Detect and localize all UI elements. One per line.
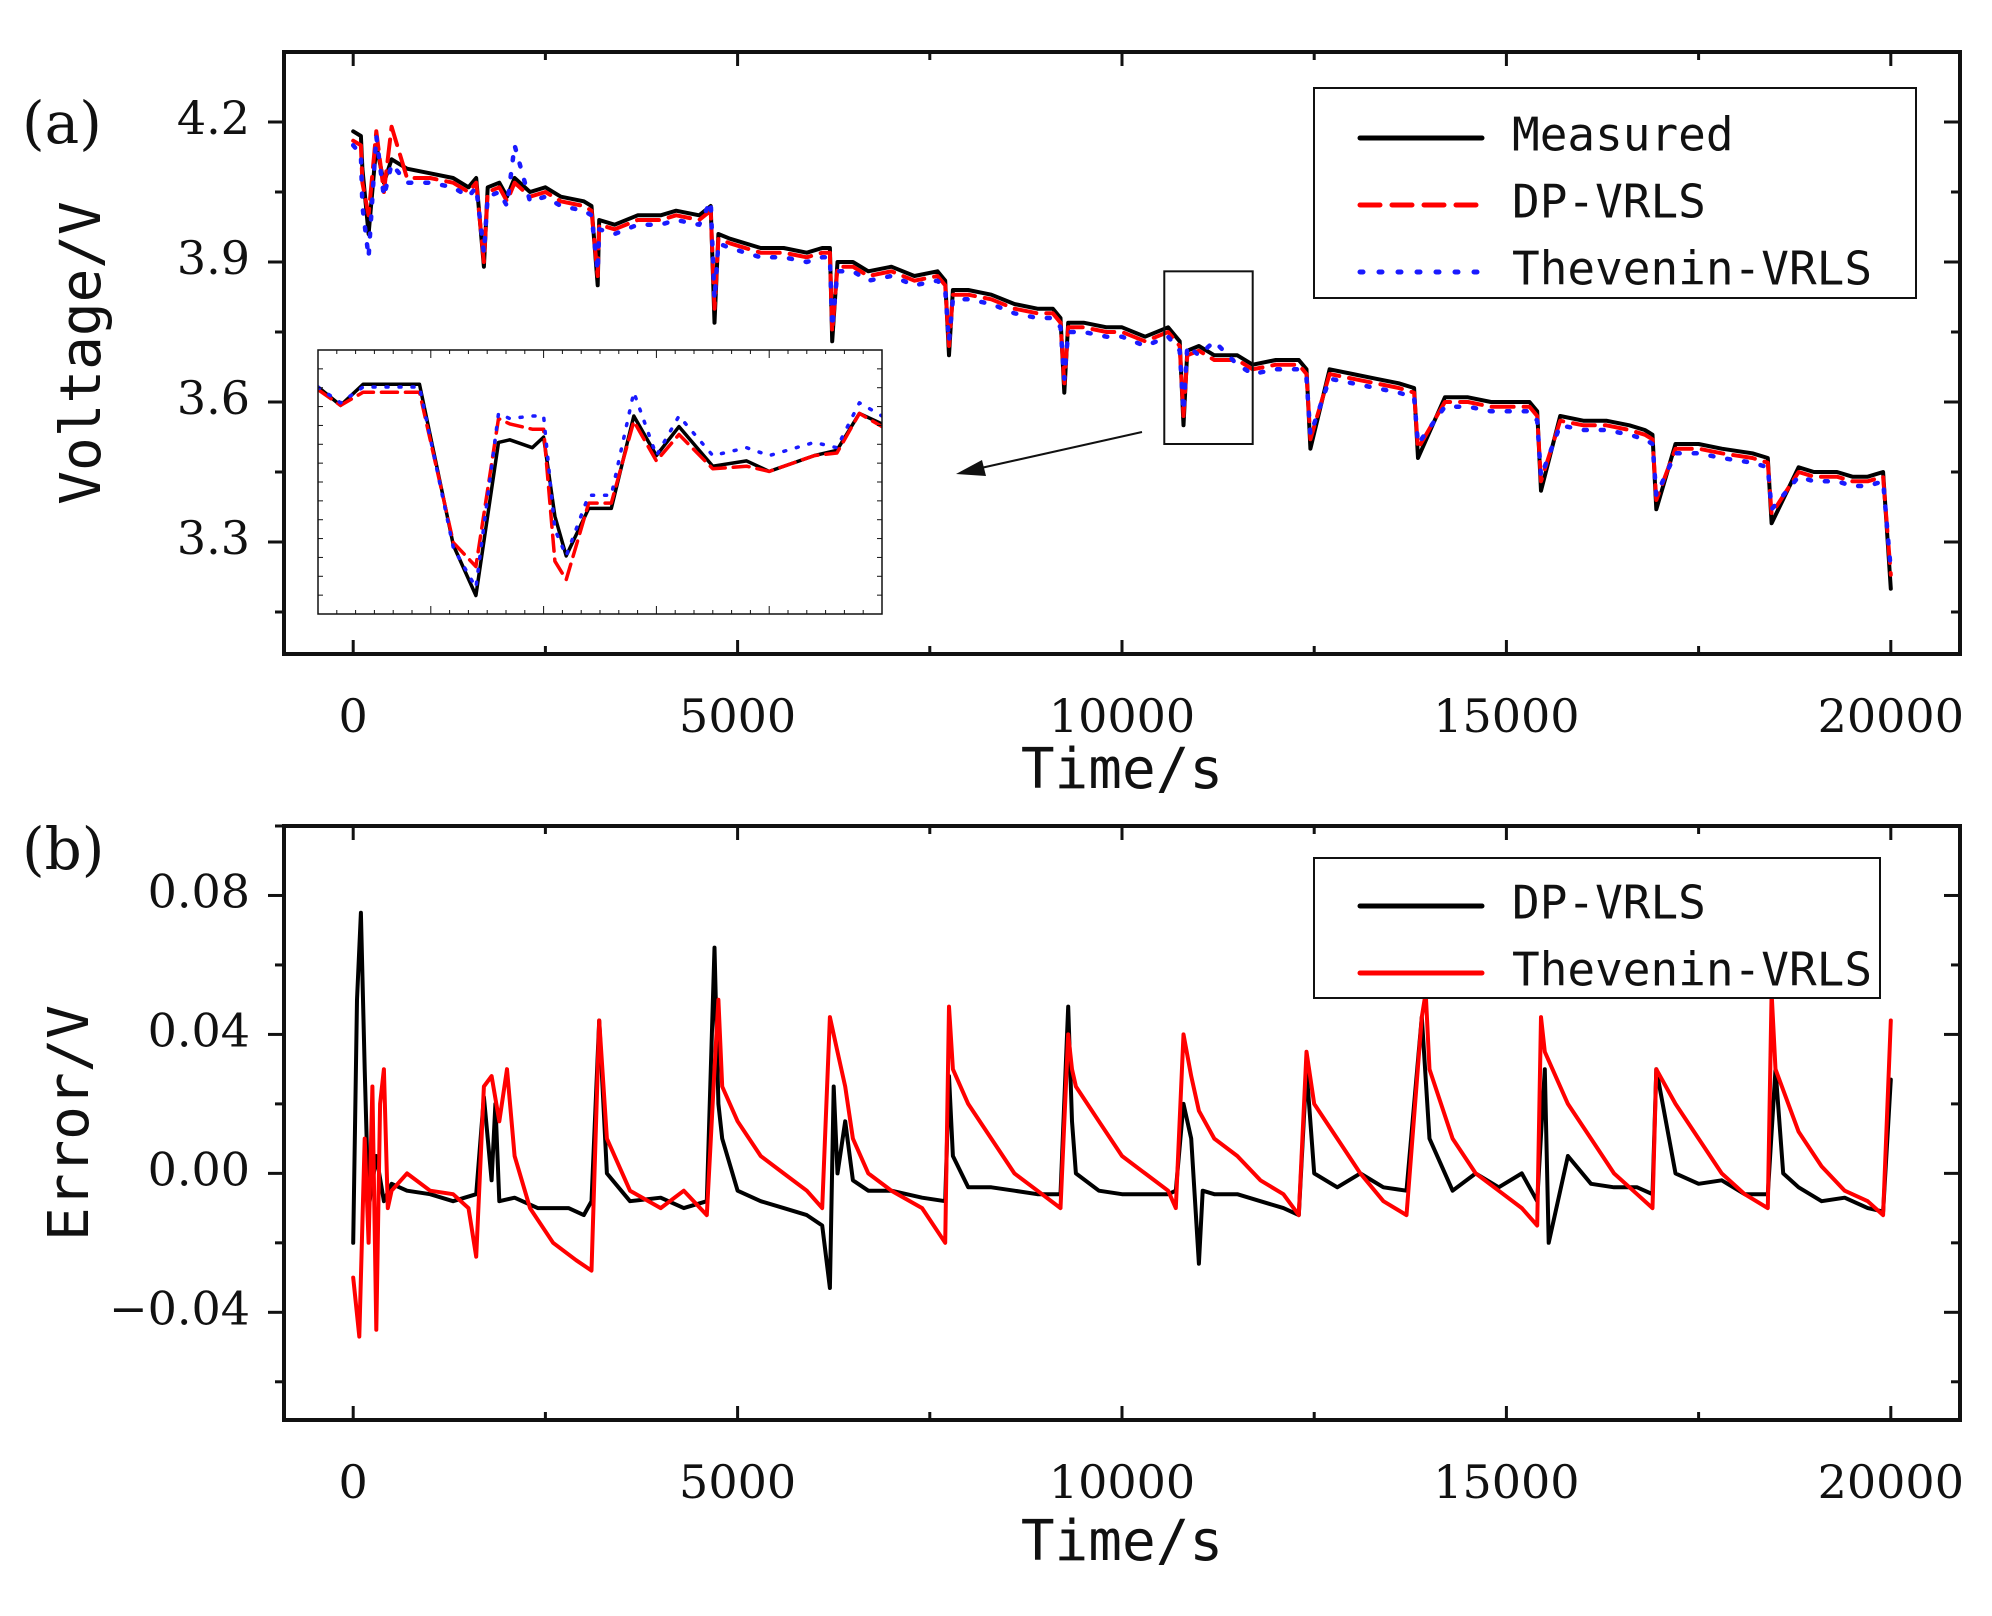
legend-label: DP-VRLS xyxy=(1512,175,1706,229)
series-line-thevenin-vrls xyxy=(350,133,1894,573)
series-group xyxy=(350,124,1894,591)
x-tick-label: 10000 xyxy=(1049,689,1195,743)
legend-label: DP-VRLS xyxy=(1512,876,1706,930)
legend-box xyxy=(1313,87,1917,299)
series-line-dp-vrls xyxy=(351,124,1893,577)
legend: Measured DP-VRLS Thevenin-VRLS xyxy=(1313,87,1917,299)
x-tick-label: 5000 xyxy=(679,689,796,743)
x-axis-title: Time/s xyxy=(1021,1509,1223,1574)
y-tick-label: 0.00 xyxy=(148,1142,250,1196)
panel-b: (b) 0 5000 10000 15000 20000 −0.04 0.00 0.04 0.08… xyxy=(22,815,1964,1574)
y-tick-label: 3.3 xyxy=(177,511,250,565)
inset-series-group xyxy=(318,382,882,598)
inset-background xyxy=(318,350,882,614)
legend-label: Measured xyxy=(1512,108,1734,162)
legend-label: Thevenin-VRLS xyxy=(1512,242,1872,296)
x-tick-label: 5000 xyxy=(679,1455,796,1509)
y-tick-label: 0.08 xyxy=(148,864,250,918)
x-tick-label: 0 xyxy=(339,689,368,743)
panel-label: (a) xyxy=(22,89,102,157)
y-tick-label: 3.6 xyxy=(177,371,250,425)
panel-a: (a) 0 5000 10000 15000 20000 3.3 3.6 3.9 4.2 Time/… xyxy=(22,50,1964,802)
series-line-thevenin-vrls xyxy=(351,990,1893,1339)
legend: DP-VRLS Thevenin-VRLS xyxy=(1313,857,1881,999)
y-tick-label: −0.04 xyxy=(109,1281,250,1335)
y-axis-title: Error/V xyxy=(37,1005,102,1241)
zoom-arrow xyxy=(956,431,1143,476)
series-group xyxy=(351,910,1893,1339)
y-axis-title: Voltage/V xyxy=(49,201,114,504)
x-tick-label: 0 xyxy=(339,1455,368,1509)
panel-label: (b) xyxy=(22,815,104,883)
x-axis-title: Time/s xyxy=(1021,737,1223,802)
x-tick-label: 10000 xyxy=(1049,1455,1195,1509)
x-tick-label: 15000 xyxy=(1433,1455,1579,1509)
y-tick-label: 3.9 xyxy=(177,231,250,285)
legend-label: Thevenin-VRLS xyxy=(1512,943,1872,997)
x-tick-label: 20000 xyxy=(1818,689,1964,743)
series-line-measured xyxy=(351,129,1893,591)
y-tick-label: 4.2 xyxy=(177,91,250,145)
y-tick-label: 0.04 xyxy=(148,1003,250,1057)
zoom-region-box xyxy=(1163,270,1254,446)
x-tick-label: 15000 xyxy=(1433,689,1579,743)
zoom-arrow-shaft xyxy=(971,431,1143,471)
x-tick-label: 20000 xyxy=(1818,1455,1964,1509)
inset xyxy=(317,349,883,615)
zoom-arrow-head xyxy=(956,460,986,476)
